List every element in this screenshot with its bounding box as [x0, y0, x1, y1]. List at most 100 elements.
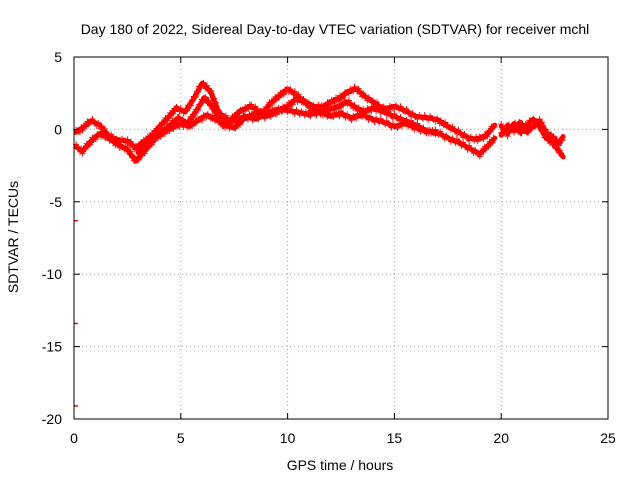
data-point [498, 121, 505, 128]
data-point [333, 102, 340, 109]
data-point [383, 111, 390, 118]
data-point [238, 117, 245, 124]
data-point [267, 111, 274, 118]
x-tick-label: 0 [70, 430, 78, 446]
data-point [252, 103, 259, 110]
data-point [470, 150, 477, 157]
y-tick-label: -20 [42, 411, 62, 427]
data-point [435, 117, 442, 124]
data-point [74, 127, 81, 134]
data-point [313, 112, 320, 119]
data-point [232, 125, 239, 132]
data-point [447, 126, 454, 133]
data-point [399, 123, 406, 130]
data-point [485, 143, 492, 150]
data-point [353, 115, 360, 122]
data-point [187, 102, 194, 109]
data-point [175, 114, 182, 121]
data-point [330, 97, 337, 104]
data-point [500, 130, 507, 137]
data-point [176, 108, 183, 115]
data-point [345, 90, 352, 97]
data-point [211, 106, 218, 113]
data-point [174, 122, 181, 129]
data-point [214, 110, 221, 117]
data-point [336, 113, 343, 120]
data-point [305, 101, 312, 108]
data-point [458, 142, 465, 149]
y-tick-label: -15 [42, 339, 62, 355]
data-point [164, 127, 171, 134]
data-point [103, 131, 110, 138]
data-point [189, 97, 196, 104]
data-point [438, 117, 445, 124]
data-point [95, 119, 102, 126]
data-point [183, 107, 190, 114]
data-point [82, 145, 89, 152]
data-point [137, 148, 144, 155]
data-point [193, 119, 200, 126]
data-point [170, 125, 177, 132]
plot-frame [73, 56, 609, 420]
data-point [248, 101, 255, 108]
data-point [207, 102, 214, 109]
data-point [335, 97, 342, 104]
data-point [206, 100, 213, 107]
data-point [519, 120, 526, 127]
data-point [284, 109, 291, 116]
data-point [207, 115, 214, 122]
data-point [347, 100, 354, 107]
data-point [505, 121, 512, 128]
data-point [127, 148, 134, 155]
data-point [556, 147, 563, 154]
data-point [484, 133, 491, 140]
data-point [348, 117, 355, 124]
data-point [128, 138, 135, 145]
data-point [249, 104, 256, 111]
data-point [324, 113, 331, 120]
data-point [197, 116, 204, 123]
data-point [464, 146, 471, 153]
data-point [434, 115, 441, 122]
chart-title: Day 180 of 2022, Sidereal Day-to-day VTE… [81, 21, 590, 37]
data-point [356, 88, 363, 95]
data-point [355, 85, 362, 92]
data-point [195, 107, 202, 114]
data-point [474, 138, 481, 145]
data-point [88, 119, 95, 126]
data-point [287, 86, 294, 93]
data-point [271, 98, 278, 105]
y-tick-label: -5 [50, 194, 63, 210]
data-point [388, 124, 395, 131]
data-point [192, 118, 199, 125]
data-point [153, 131, 160, 138]
data-point [261, 113, 268, 120]
data-point [480, 148, 487, 155]
data-point [402, 109, 409, 116]
data-point [187, 122, 194, 129]
data-point [338, 101, 345, 108]
data-point [447, 138, 454, 145]
data-point [205, 97, 212, 104]
data-point [209, 94, 216, 101]
data-point [300, 96, 307, 103]
data-point [532, 123, 539, 130]
data-point [530, 115, 537, 122]
data-point [319, 112, 326, 119]
data-point [339, 93, 346, 100]
data-point [344, 89, 351, 96]
data-point [425, 116, 432, 123]
data-point [169, 124, 176, 131]
data-point [186, 121, 193, 128]
data-point [140, 136, 147, 143]
data-point [542, 126, 549, 133]
data-point [291, 88, 298, 95]
data-point [108, 134, 115, 141]
data-point [367, 106, 374, 113]
data-point [436, 120, 443, 127]
data-point [395, 106, 402, 113]
data-point [333, 94, 340, 101]
data-point [375, 101, 382, 108]
data-point [226, 120, 233, 127]
